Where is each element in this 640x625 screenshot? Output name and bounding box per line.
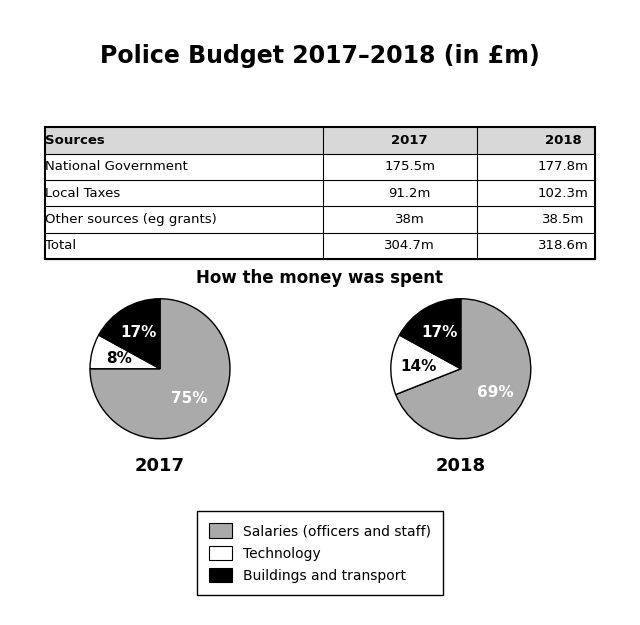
Text: 304.7m: 304.7m: [384, 239, 435, 252]
Text: 14%: 14%: [401, 359, 437, 374]
Wedge shape: [99, 299, 160, 369]
Text: 75%: 75%: [172, 391, 208, 406]
Text: 2017: 2017: [391, 134, 428, 147]
FancyBboxPatch shape: [45, 180, 595, 206]
Text: How the money was spent: How the money was spent: [196, 269, 444, 287]
FancyBboxPatch shape: [45, 154, 595, 180]
Text: 69%: 69%: [477, 385, 514, 400]
Text: National Government: National Government: [45, 160, 188, 173]
Text: 38m: 38m: [395, 213, 424, 226]
Text: 91.2m: 91.2m: [388, 187, 431, 199]
Text: Total: Total: [45, 239, 76, 252]
FancyBboxPatch shape: [45, 206, 595, 232]
Text: 8%: 8%: [106, 351, 132, 366]
FancyBboxPatch shape: [45, 127, 595, 154]
Text: 175.5m: 175.5m: [384, 160, 435, 173]
Text: 17%: 17%: [120, 325, 157, 340]
Text: 2017: 2017: [135, 457, 185, 474]
FancyBboxPatch shape: [45, 232, 595, 259]
Text: 17%: 17%: [421, 325, 458, 340]
Text: Other sources (eg grants): Other sources (eg grants): [45, 213, 216, 226]
Text: 318.6m: 318.6m: [538, 239, 589, 252]
Text: 38.5m: 38.5m: [542, 213, 584, 226]
Text: Local Taxes: Local Taxes: [45, 187, 120, 199]
Text: Police Budget 2017–2018 (in £m): Police Budget 2017–2018 (in £m): [100, 44, 540, 68]
Wedge shape: [396, 299, 531, 439]
Text: Sources: Sources: [45, 134, 104, 147]
Wedge shape: [90, 335, 160, 369]
Wedge shape: [399, 299, 461, 369]
Legend: Salaries (officers and staff), Technology, Buildings and transport: Salaries (officers and staff), Technolog…: [197, 511, 443, 596]
Text: 177.8m: 177.8m: [538, 160, 589, 173]
Wedge shape: [391, 335, 461, 394]
Text: 2018: 2018: [545, 134, 582, 147]
Text: 2018: 2018: [436, 457, 486, 474]
Text: 102.3m: 102.3m: [538, 187, 589, 199]
Wedge shape: [90, 299, 230, 439]
